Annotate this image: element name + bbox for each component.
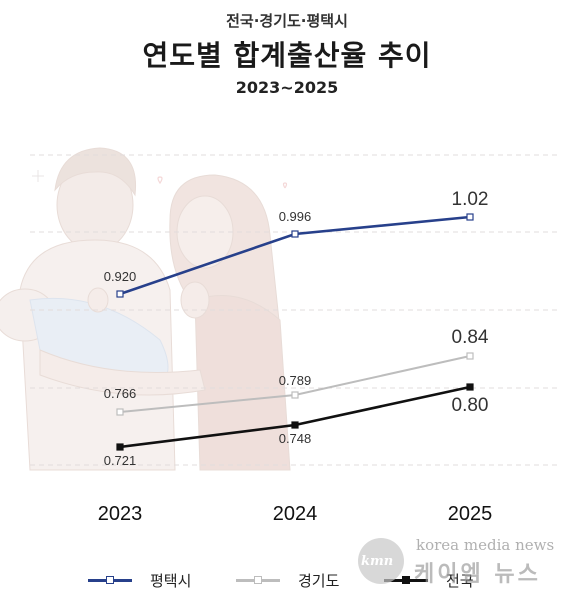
watermark: kmn korea media news 케이엠 뉴스	[358, 536, 558, 588]
data-point-pyeongtaek	[466, 213, 474, 221]
data-point-gyeonggi	[116, 408, 124, 416]
data-point-pyeongtaek	[291, 230, 299, 238]
data-label-gyeonggi: 0.789	[279, 373, 312, 388]
watermark-english: korea media news	[416, 536, 555, 554]
data-point-national	[466, 383, 474, 391]
legend: 평택시 경기도 전국	[0, 564, 574, 598]
data-label-pyeongtaek: 1.02	[452, 189, 489, 210]
x-tick-label: 2023	[98, 503, 143, 525]
legend-label: 평택시	[150, 572, 192, 590]
baby-hand	[87, 287, 109, 313]
legend-line-national	[384, 576, 428, 584]
data-label-national: 0.721	[104, 453, 137, 468]
x-tick-label: 2025	[448, 503, 493, 525]
data-point-national	[291, 421, 299, 429]
chart-supertitle: 전국·경기도·평택시	[226, 12, 348, 30]
data-label-national: 0.80	[452, 395, 489, 416]
data-label-pyeongtaek: 0.996	[279, 209, 312, 224]
x-tick-label: 2024	[273, 503, 318, 525]
legend-label: 경기도	[298, 572, 340, 590]
kmn-logo-icon: kmn	[358, 538, 404, 584]
legend-line-gyeonggi	[236, 576, 280, 584]
man-arm	[39, 349, 206, 396]
legend-line-pyeongtaek	[88, 576, 132, 584]
chart-title: 연도별 합계출산율 추이	[142, 39, 432, 72]
sparkle-icon	[32, 170, 44, 182]
data-point-gyeonggi	[466, 352, 474, 360]
heart-icon	[282, 182, 288, 189]
data-label-pyeongtaek: 0.920	[104, 269, 137, 284]
data-point-pyeongtaek	[116, 290, 124, 298]
man-hair	[54, 147, 137, 197]
data-label-gyeonggi: 0.84	[452, 327, 489, 348]
data-point-gyeonggi	[291, 391, 299, 399]
watermark-korean: 케이엠 뉴스	[414, 562, 541, 587]
data-label-national: 0.748	[279, 431, 312, 446]
data-label-gyeonggi: 0.766	[104, 386, 137, 401]
heart-icon	[157, 176, 163, 185]
data-point-national	[116, 443, 124, 451]
legend-label: 전국	[446, 572, 474, 590]
woman-hand	[180, 281, 210, 319]
chart-subtitle: 2023~2025	[235, 78, 339, 97]
series-line-pyeongtaek	[119, 215, 471, 296]
